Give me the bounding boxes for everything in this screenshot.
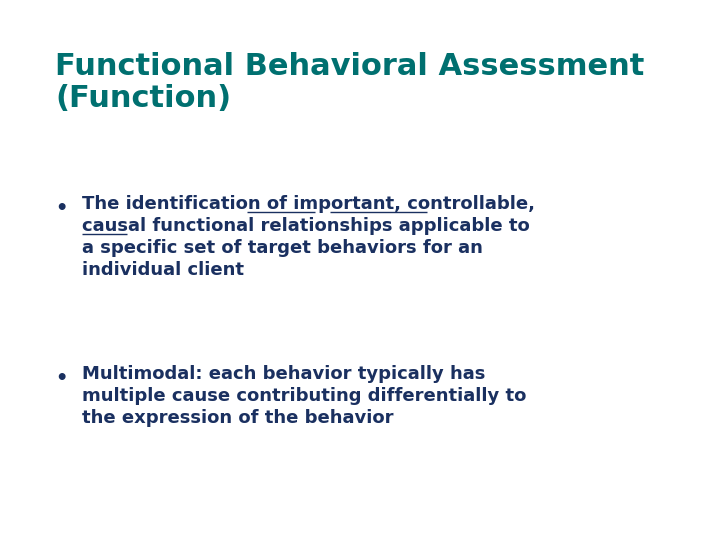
- Text: •: •: [55, 369, 68, 388]
- Text: The identification of important, controllable,: The identification of important, control…: [82, 195, 535, 213]
- Text: individual client: individual client: [82, 261, 244, 279]
- Text: Multimodal: each behavior typically has: Multimodal: each behavior typically has: [82, 365, 485, 383]
- Text: •: •: [55, 199, 68, 218]
- Text: the expression of the behavior: the expression of the behavior: [82, 409, 394, 427]
- Text: Functional Behavioral Assessment
(Function): Functional Behavioral Assessment (Functi…: [55, 52, 644, 113]
- Text: multiple cause contributing differentially to: multiple cause contributing differential…: [82, 387, 526, 405]
- Text: causal functional relationships applicable to: causal functional relationships applicab…: [82, 217, 530, 235]
- Text: a specific set of target behaviors for an: a specific set of target behaviors for a…: [82, 239, 483, 257]
